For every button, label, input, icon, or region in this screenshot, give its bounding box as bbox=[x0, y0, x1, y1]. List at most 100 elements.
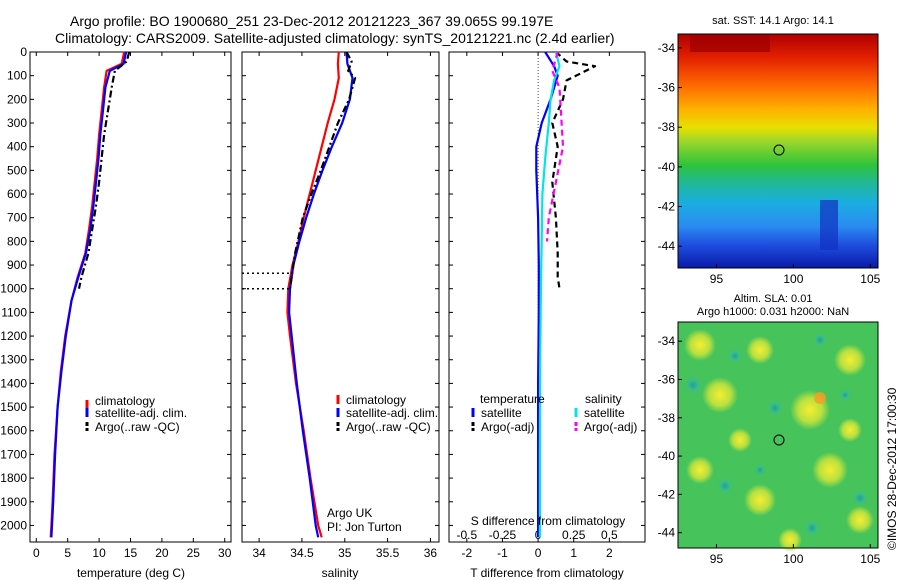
x-tick-label: -1 bbox=[497, 546, 508, 560]
legend-group-temperature: temperature bbox=[480, 392, 545, 406]
sla-low-feature bbox=[813, 333, 827, 347]
sla-high-feature bbox=[838, 418, 862, 442]
y-tick-label: 900 bbox=[7, 258, 27, 272]
x-tick-label: 2 bbox=[606, 546, 613, 560]
annotation-argo-uk: Argo UK bbox=[327, 506, 372, 520]
sla-high-feature bbox=[834, 344, 866, 376]
series-line-argo-adj- bbox=[551, 51, 597, 289]
y-tick-label: 2000 bbox=[0, 518, 27, 532]
sla-high-feature bbox=[686, 456, 714, 484]
x-tick-label: 35 bbox=[338, 546, 352, 560]
y-tick-label: 100 bbox=[7, 69, 27, 83]
sla-map bbox=[677, 321, 879, 552]
map-y-tick-label: -44 bbox=[658, 526, 676, 540]
difference-legend: temperature salinity satellite Argo(-adj… bbox=[471, 392, 637, 434]
map-x-tick-label: 100 bbox=[783, 552, 803, 566]
temperature-panel-frame bbox=[29, 51, 232, 543]
y-tick-label: 0 bbox=[20, 45, 27, 59]
map-y-tick-label: -42 bbox=[658, 200, 676, 214]
y-tick-label: 1000 bbox=[0, 282, 27, 296]
y-tick-label: 700 bbox=[7, 211, 27, 225]
map-y-tick-label: -36 bbox=[658, 372, 676, 386]
y-tick-label: 1900 bbox=[0, 495, 27, 509]
map-y-tick-label: -40 bbox=[658, 160, 676, 174]
series-line-climatology bbox=[286, 51, 340, 538]
sla-high-feature bbox=[702, 377, 738, 413]
series-line-satellite bbox=[535, 51, 559, 538]
sla-low-feature bbox=[684, 376, 702, 394]
map-x-tick-label: 95 bbox=[710, 552, 724, 566]
legend-label-sal-satellite: satellite bbox=[584, 406, 625, 420]
x-tick-label: 34 bbox=[252, 546, 266, 560]
sla-high-feature bbox=[746, 336, 774, 364]
top-x-tick-label: -0.25 bbox=[489, 528, 517, 542]
map-x-tick-label: 105 bbox=[860, 272, 880, 286]
sla-map-title-2: Argo h1000: 0.031 h2000: NaN bbox=[697, 306, 849, 318]
map-y-tick-label: -38 bbox=[658, 120, 676, 134]
sla-map-frame bbox=[677, 321, 879, 549]
salinity-xlabel: salinity bbox=[322, 566, 359, 580]
y-tick-label: 1100 bbox=[1, 305, 27, 319]
legend-label-temp-argo: Argo(-adj) bbox=[481, 420, 534, 434]
sla-field-features bbox=[684, 329, 874, 552]
legend-label-climatology: climatology bbox=[95, 394, 155, 408]
sla-argo-location-marker bbox=[773, 434, 785, 446]
legend-label-argo: Argo(..raw -QC) bbox=[95, 420, 180, 434]
y-tick-label: 800 bbox=[7, 234, 27, 248]
sla-high-feature bbox=[778, 528, 802, 552]
legend-label-argo: Argo(..raw -QC) bbox=[346, 420, 431, 434]
map-y-tick-label: -38 bbox=[658, 411, 676, 425]
sla-low-feature bbox=[767, 400, 783, 416]
map-y-tick-label: -36 bbox=[658, 81, 676, 95]
series-line-satellite-adj-clim- bbox=[288, 51, 354, 538]
x-tick-label: 36 bbox=[424, 546, 438, 560]
sla-low-feature bbox=[839, 389, 851, 401]
sla-high-feature bbox=[846, 506, 874, 534]
x-tick-label: 0 bbox=[535, 546, 542, 560]
sla-high-feature bbox=[744, 484, 776, 516]
map-x-tick-label: 105 bbox=[860, 552, 880, 566]
legend-label-satellite: satellite-adj. clim. bbox=[95, 406, 187, 420]
y-tick-label: 1200 bbox=[0, 329, 27, 343]
y-tick-label: 600 bbox=[7, 187, 27, 201]
sla-low-feature bbox=[754, 464, 766, 476]
series-line-climatology bbox=[49, 51, 126, 538]
salinity-panel-frame bbox=[241, 51, 440, 543]
map-y-tick-label: -40 bbox=[658, 449, 676, 463]
series-line-satellite bbox=[538, 51, 561, 538]
map-ticks: 95 100 105 -34 -36 -38 -40 -42 -44 95 100 105 -34 -36… bbox=[658, 41, 881, 566]
y-tick-label: 1600 bbox=[0, 424, 27, 438]
sla-map-title-1: Altim. SLA: 0.01 bbox=[734, 293, 813, 305]
y-tick-label: 1800 bbox=[0, 471, 27, 485]
x-tick-label: 30 bbox=[218, 546, 232, 560]
title-line-1: Argo profile: BO 1900680_251 23-Dec-2012… bbox=[70, 13, 553, 29]
legend-label-satellite: satellite-adj. clim. bbox=[346, 406, 438, 420]
x-tick-label: 20 bbox=[155, 546, 169, 560]
series-line-argo-raw-qc- bbox=[288, 51, 357, 289]
map-x-tick-label: 95 bbox=[710, 272, 724, 286]
map-y-tick-label: -34 bbox=[658, 334, 676, 348]
x-tick-label: 34.5 bbox=[290, 546, 314, 560]
annotation-pi: PI: Jon Turton bbox=[327, 520, 402, 534]
imos-credit: ©IMOS 28-Dec-2012 17:00:30 bbox=[885, 387, 899, 550]
sst-warm-patch bbox=[690, 34, 770, 52]
difference-xlabel: T difference from climatology bbox=[470, 566, 624, 580]
salinity-legend: climatology satellite-adj. clim. Argo(..… bbox=[336, 393, 438, 434]
sla-low-feature bbox=[804, 520, 820, 536]
x-tick-label: 5 bbox=[64, 546, 71, 560]
sla-high-feature bbox=[684, 329, 716, 361]
sla-low-feature bbox=[852, 490, 868, 506]
sst-field bbox=[678, 34, 878, 268]
y-tick-label: 1700 bbox=[0, 447, 27, 461]
top-x-tick-label: 0.25 bbox=[562, 528, 586, 542]
map-y-tick-label: -34 bbox=[658, 41, 676, 55]
sla-low-feature bbox=[728, 349, 742, 363]
temperature-legend: climatology satellite-adj. clim. Argo(..… bbox=[85, 394, 187, 434]
x-tick-label: 0 bbox=[33, 546, 40, 560]
legend-group-salinity: salinity bbox=[585, 392, 622, 406]
top-x-tick-label: -0.5 bbox=[456, 528, 477, 542]
x-tick-label: 10 bbox=[92, 546, 106, 560]
salinity-chart: 34 34.5 35 35.5 36 bbox=[242, 51, 439, 560]
